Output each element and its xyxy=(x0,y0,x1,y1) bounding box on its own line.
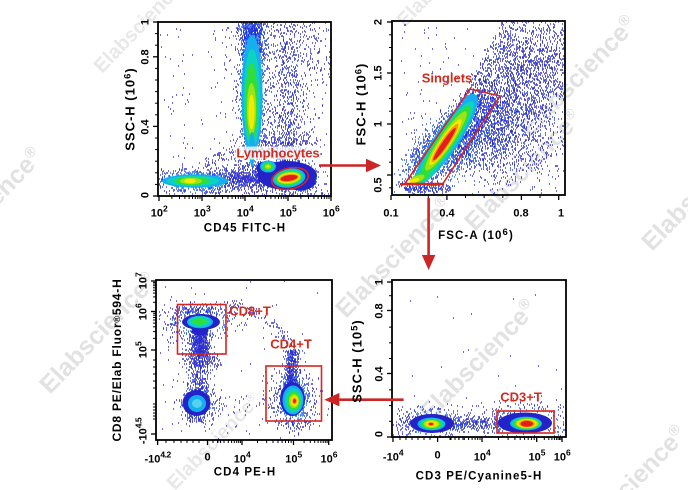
svg-text:Elabscience®: Elabscience® xyxy=(392,0,495,31)
svg-text:Elabscience®: Elabscience® xyxy=(89,0,192,77)
svg-text:Elabscience®: Elabscience® xyxy=(564,421,688,490)
svg-text:Elabscience®: Elabscience® xyxy=(636,125,688,256)
svg-text:Elabscience®: Elabscience® xyxy=(0,143,48,274)
